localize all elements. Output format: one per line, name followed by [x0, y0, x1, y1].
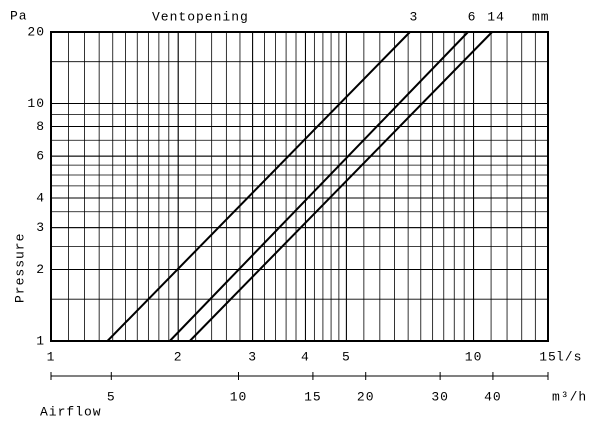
y-tick-label: 4: [36, 190, 45, 205]
y-tick-label: 3: [36, 220, 45, 235]
x-unit: l/s: [556, 349, 582, 364]
x2-tick-label: 20: [357, 389, 375, 404]
y-tick-label: 6: [36, 149, 45, 164]
y-tick-label: 10: [27, 96, 45, 111]
x-tick-label: 2: [174, 349, 183, 364]
x2-tick-label: 30: [431, 389, 449, 404]
x-tick-label: 3: [248, 349, 257, 364]
x-label: Airflow: [40, 404, 102, 419]
x2-unit: m³/h: [552, 389, 587, 404]
series-label: 3: [410, 9, 419, 24]
x-tick-label: 10: [465, 349, 483, 364]
x2-tick-label: 15: [304, 389, 322, 404]
series-label: 14: [487, 9, 505, 24]
x-tick-label: 4: [301, 349, 310, 364]
y-unit: Pa: [10, 8, 28, 23]
x-tick-label: 15: [539, 349, 557, 364]
x2-tick-label: 5: [107, 389, 116, 404]
x-tick-label: 5: [342, 349, 351, 364]
series-unit: mm: [532, 9, 550, 24]
y-label: Pressure: [12, 233, 27, 303]
y-tick-label: 2: [36, 262, 45, 277]
plot-frame: [50, 31, 549, 342]
series-label: 6: [468, 9, 477, 24]
x-tick-label: 1: [47, 349, 56, 364]
chart-title: Ventopening: [152, 9, 249, 24]
x2-tick-label: 10: [230, 389, 248, 404]
y-tick-label: 20: [27, 24, 45, 39]
series-line: [169, 31, 469, 342]
y-tick-label: 1: [36, 333, 45, 348]
x2-tick-label: 40: [484, 389, 502, 404]
y-tick-label: 8: [36, 119, 45, 134]
series-line: [106, 31, 411, 342]
series-line: [189, 31, 493, 342]
